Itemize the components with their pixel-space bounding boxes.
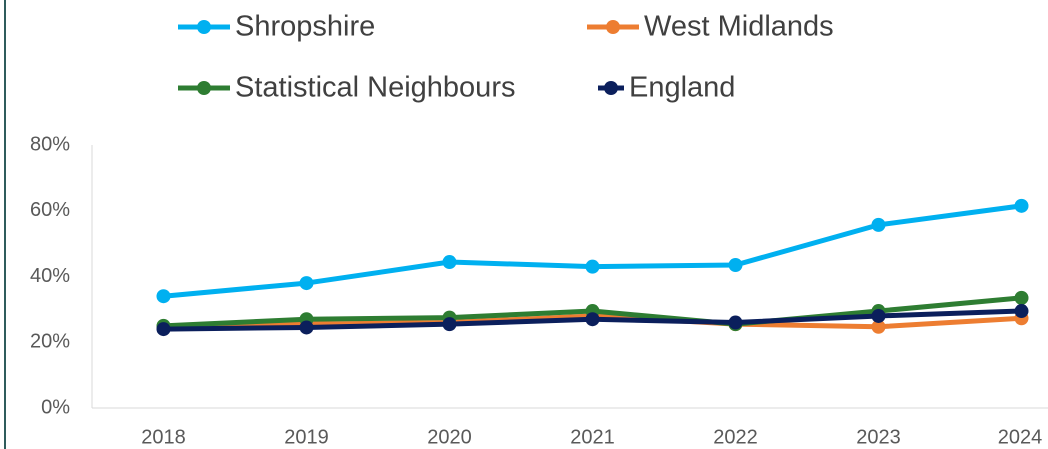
legend-marker <box>197 20 211 34</box>
point <box>299 320 314 335</box>
point <box>1014 290 1029 305</box>
point <box>585 259 600 274</box>
point <box>299 276 314 291</box>
point <box>442 255 457 270</box>
point <box>871 217 886 232</box>
x-tick-label: 2021 <box>570 426 615 448</box>
point <box>728 315 743 330</box>
legend-marker <box>604 81 618 95</box>
x-tick-label: 2020 <box>427 426 472 448</box>
point <box>156 289 171 304</box>
y-tick-label: 20% <box>30 331 70 353</box>
y-tick-label: 40% <box>30 265 70 287</box>
legend-marker <box>606 20 620 34</box>
point <box>1014 304 1029 319</box>
legend-label: Statistical Neighbours <box>235 72 515 104</box>
point <box>871 319 886 334</box>
x-tick-label: 2022 <box>713 426 758 448</box>
point <box>728 257 743 272</box>
legend-label: West Midlands <box>644 11 834 43</box>
point <box>1014 198 1029 213</box>
x-tick-label: 2019 <box>284 426 329 448</box>
y-tick-label: 80% <box>30 133 70 155</box>
y-tick-label: 60% <box>30 199 70 221</box>
x-tick-label: 2024 <box>998 426 1043 448</box>
y-tick-label: 0% <box>41 396 70 418</box>
legend-marker <box>197 81 211 95</box>
x-tick-label: 2023 <box>856 426 901 448</box>
legend-label: England <box>629 72 735 104</box>
point <box>871 308 886 323</box>
point <box>442 317 457 332</box>
point <box>585 312 600 327</box>
point <box>156 322 171 337</box>
legend-label: Shropshire <box>235 11 375 43</box>
series-line <box>163 203 1022 299</box>
x-tick-label: 2018 <box>141 426 186 448</box>
